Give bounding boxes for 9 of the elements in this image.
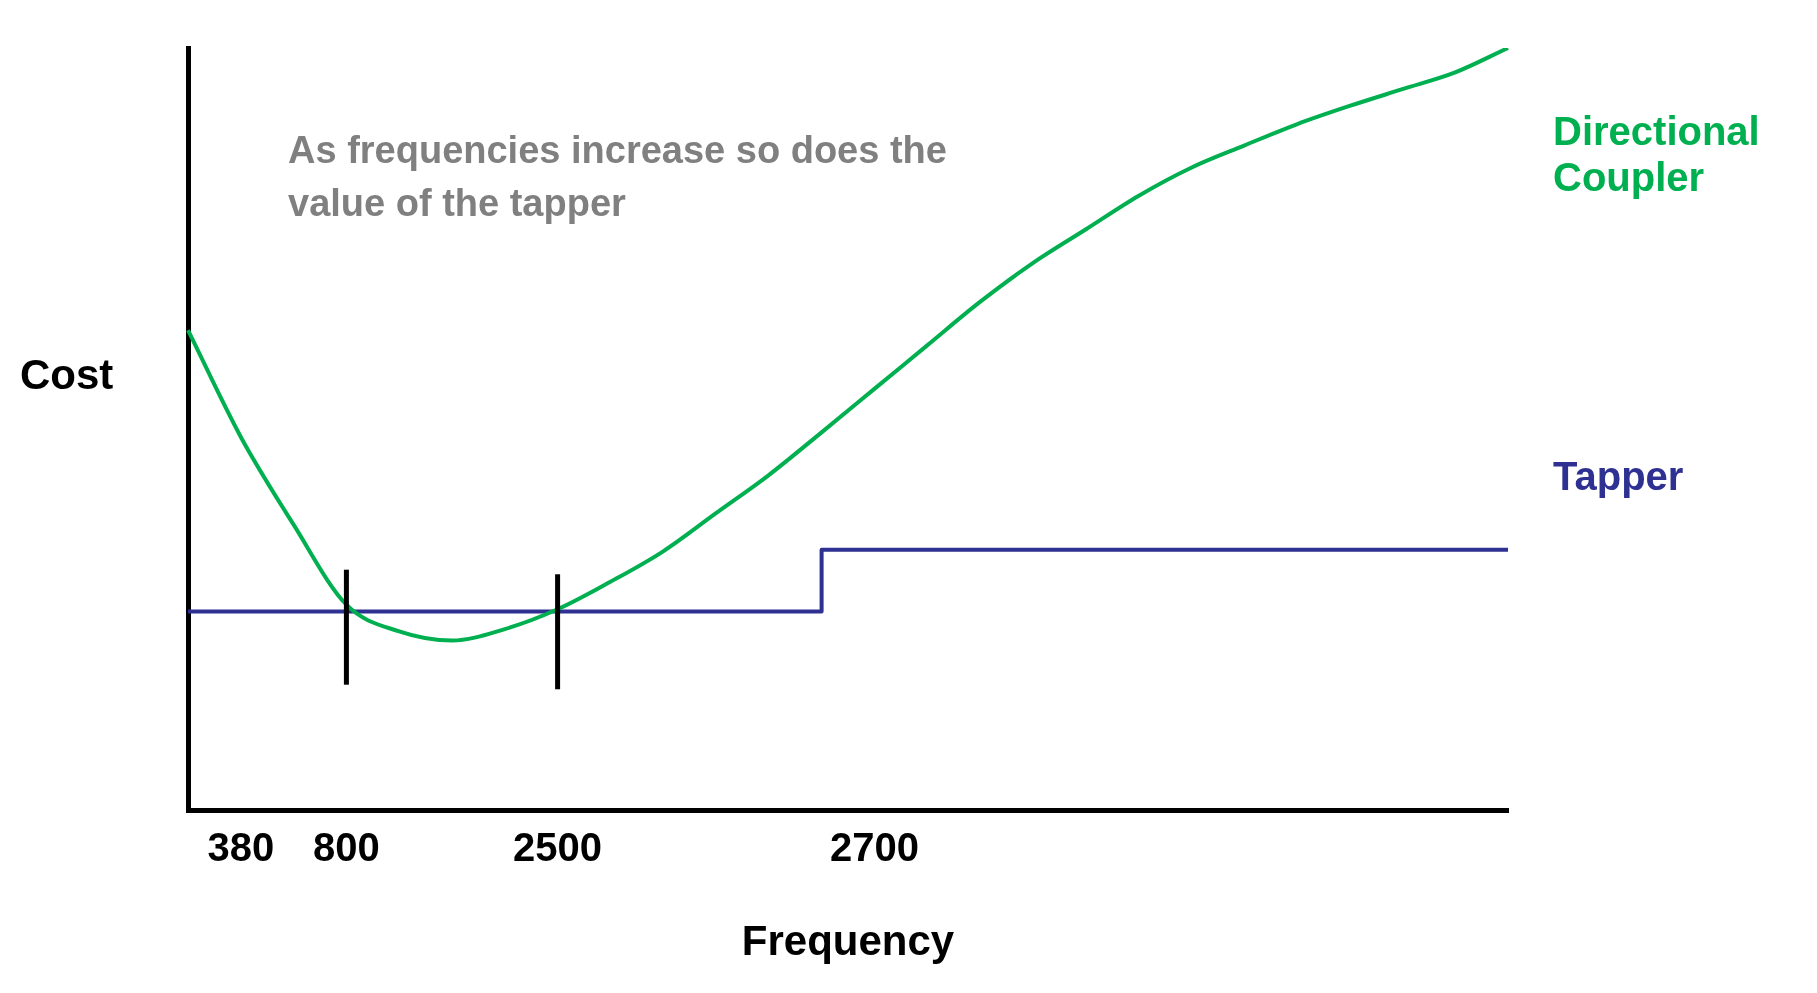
series-label: Directional Coupler — [1553, 109, 1760, 199]
series-label: Tapper — [1553, 453, 1684, 498]
x-tick-label: 800 — [313, 824, 380, 869]
x-tick-label: 2700 — [829, 824, 919, 869]
x-axis-title: Frequency — [741, 917, 955, 965]
x-tick-label: 2500 — [513, 824, 603, 869]
x-tick-label: 380 — [207, 824, 275, 869]
annotation: As frequencies increase so does the value of the tapper — [288, 129, 947, 224]
y-axis-title: Cost — [20, 351, 114, 399]
